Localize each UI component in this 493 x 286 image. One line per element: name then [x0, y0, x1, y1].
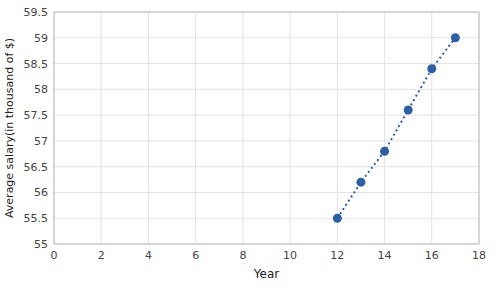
point: [427, 64, 436, 73]
grid-line: [54, 63, 479, 64]
y-tick-label: 56.5: [24, 161, 49, 174]
y-tick-label: 59.5: [24, 6, 49, 19]
grid-line: [54, 166, 479, 167]
x-tick-label: 16: [425, 249, 439, 262]
point: [380, 147, 389, 156]
y-tick-label: 57.5: [24, 109, 49, 122]
point: [356, 178, 365, 187]
grid-line: [54, 115, 479, 116]
y-tick-label: 55: [34, 238, 48, 251]
x-axis-label: Year: [253, 267, 279, 281]
point: [451, 33, 460, 42]
grid-line: [54, 140, 479, 141]
grid-line: [290, 12, 291, 244]
x-tick-label: 18: [472, 249, 486, 262]
x-tick-label: 6: [192, 249, 199, 262]
grid-line: [54, 37, 479, 38]
x-tick-label: 10: [283, 249, 297, 262]
grid-line: [337, 12, 338, 244]
background: [0, 0, 493, 286]
y-tick-label: 58.5: [24, 58, 49, 71]
point: [333, 214, 342, 223]
grid-line: [54, 89, 479, 90]
y-tick-label: 56: [34, 186, 48, 199]
grid-line: [384, 12, 385, 244]
x-tick-label: 12: [330, 249, 344, 262]
x-tick-label: 14: [378, 249, 392, 262]
grid-line: [242, 12, 243, 244]
grid: [54, 12, 479, 244]
plot-frame: [54, 12, 479, 244]
grid-line: [148, 12, 149, 244]
x-tick-label: 0: [51, 249, 58, 262]
y-axis-label: Average salary(in thousand of $): [3, 38, 16, 218]
grid-line: [54, 218, 479, 219]
line: [337, 38, 455, 218]
point: [404, 105, 413, 114]
chart: 0 2 4 6 8 10 12 14 16 18 55 55.5 56 56.5 57 57.5 58 58.5 5…: [0, 0, 493, 286]
grid-line: [101, 12, 102, 244]
y-tick-label: 55.5: [24, 212, 49, 225]
y-tick-label: 59: [34, 32, 48, 45]
x-tick-label: 2: [98, 249, 105, 262]
x-tick-label: 4: [145, 249, 152, 262]
grid-line: [431, 12, 432, 244]
tick-labels: 0 2 4 6 8 10 12 14 16 18 55 55.5 56 56.5 57 57.5 58 58.5 5…: [24, 6, 487, 262]
y-tick-label: 57: [34, 135, 48, 148]
grid-line: [54, 192, 479, 193]
series: [333, 33, 460, 222]
grid-line: [195, 12, 196, 244]
y-tick-label: 58: [34, 83, 48, 96]
x-tick-label: 8: [239, 249, 246, 262]
